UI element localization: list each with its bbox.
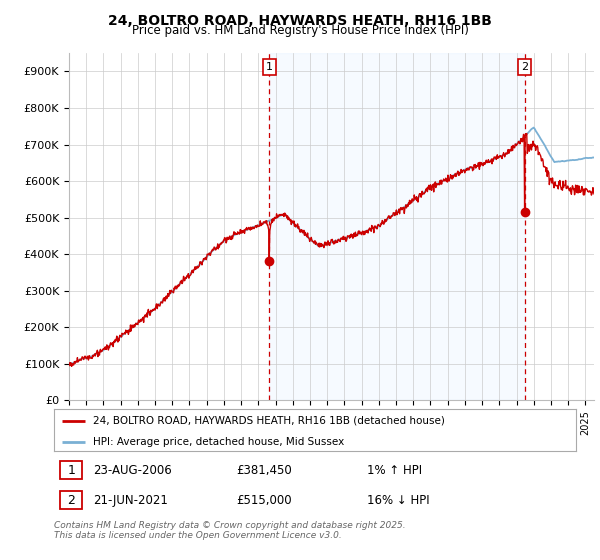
Text: Price paid vs. HM Land Registry's House Price Index (HPI): Price paid vs. HM Land Registry's House … [131,24,469,37]
Text: 16% ↓ HPI: 16% ↓ HPI [367,493,430,507]
Text: 1% ↑ HPI: 1% ↑ HPI [367,464,422,477]
Text: 2: 2 [67,493,75,507]
Text: 1: 1 [266,62,273,72]
FancyBboxPatch shape [60,491,82,509]
Text: 2: 2 [521,62,528,72]
Text: Contains HM Land Registry data © Crown copyright and database right 2025.
This d: Contains HM Land Registry data © Crown c… [54,521,406,540]
Text: £381,450: £381,450 [236,464,292,477]
Text: 24, BOLTRO ROAD, HAYWARDS HEATH, RH16 1BB (detached house): 24, BOLTRO ROAD, HAYWARDS HEATH, RH16 1B… [93,416,445,426]
Text: 24, BOLTRO ROAD, HAYWARDS HEATH, RH16 1BB: 24, BOLTRO ROAD, HAYWARDS HEATH, RH16 1B… [108,14,492,28]
Text: 21-JUN-2021: 21-JUN-2021 [93,493,168,507]
Text: HPI: Average price, detached house, Mid Sussex: HPI: Average price, detached house, Mid … [93,437,344,446]
Bar [269,53,524,400]
Text: 23-AUG-2006: 23-AUG-2006 [93,464,172,477]
Text: 1: 1 [67,464,75,477]
Text: £515,000: £515,000 [236,493,292,507]
FancyBboxPatch shape [60,461,82,479]
